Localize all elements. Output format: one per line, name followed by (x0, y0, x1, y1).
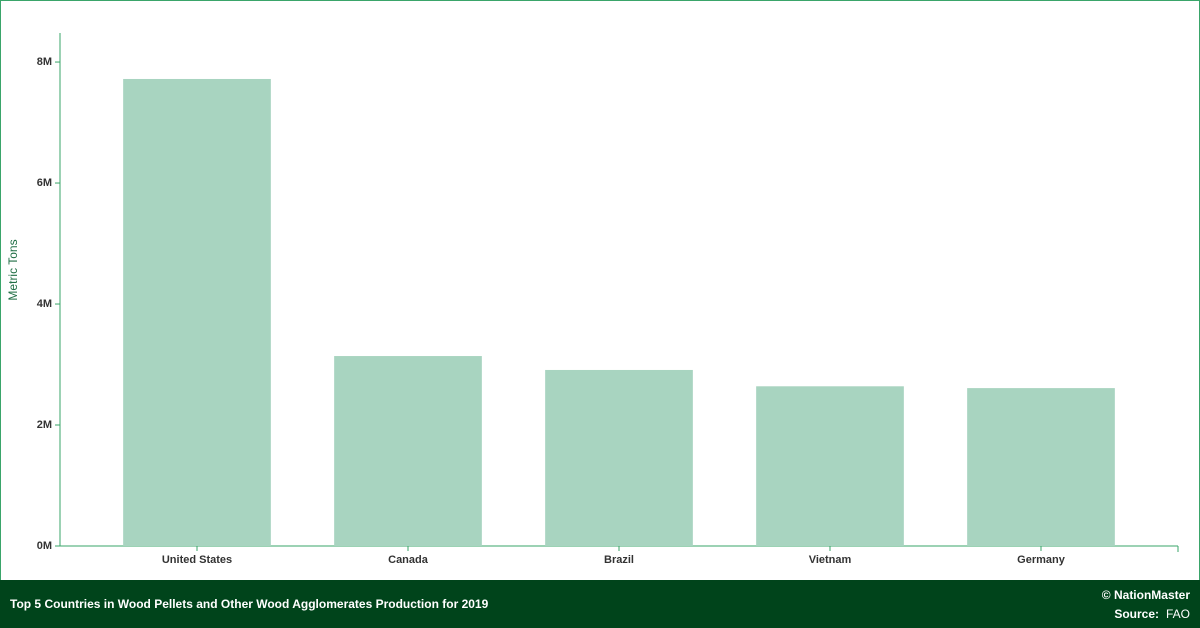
bar (545, 369, 693, 546)
y-tick-label: 0M (37, 540, 52, 552)
x-tick-label: Vietnam (809, 554, 852, 566)
y-tick-label: 2M (37, 419, 52, 431)
x-tick-label: Brazil (604, 554, 634, 566)
y-tick-label: 8M (37, 56, 52, 68)
footer (0, 580, 1200, 628)
bar (756, 386, 904, 546)
y-axis-label: Metric Tons (6, 239, 20, 300)
credit: © NationMaster (1102, 588, 1191, 602)
y-tick-label: 4M (37, 298, 52, 310)
y-tick-label: 6M (37, 177, 52, 189)
bar (123, 78, 271, 547)
bar (334, 356, 482, 546)
bar (967, 388, 1115, 546)
source: FAO (1166, 607, 1190, 621)
source-label: Source: (1114, 607, 1159, 621)
x-tick-label: United States (162, 554, 232, 566)
x-tick-label: Canada (388, 554, 429, 566)
chart-title: Top 5 Countries in Wood Pellets and Othe… (10, 597, 489, 611)
x-tick-label: Germany (1017, 554, 1066, 566)
